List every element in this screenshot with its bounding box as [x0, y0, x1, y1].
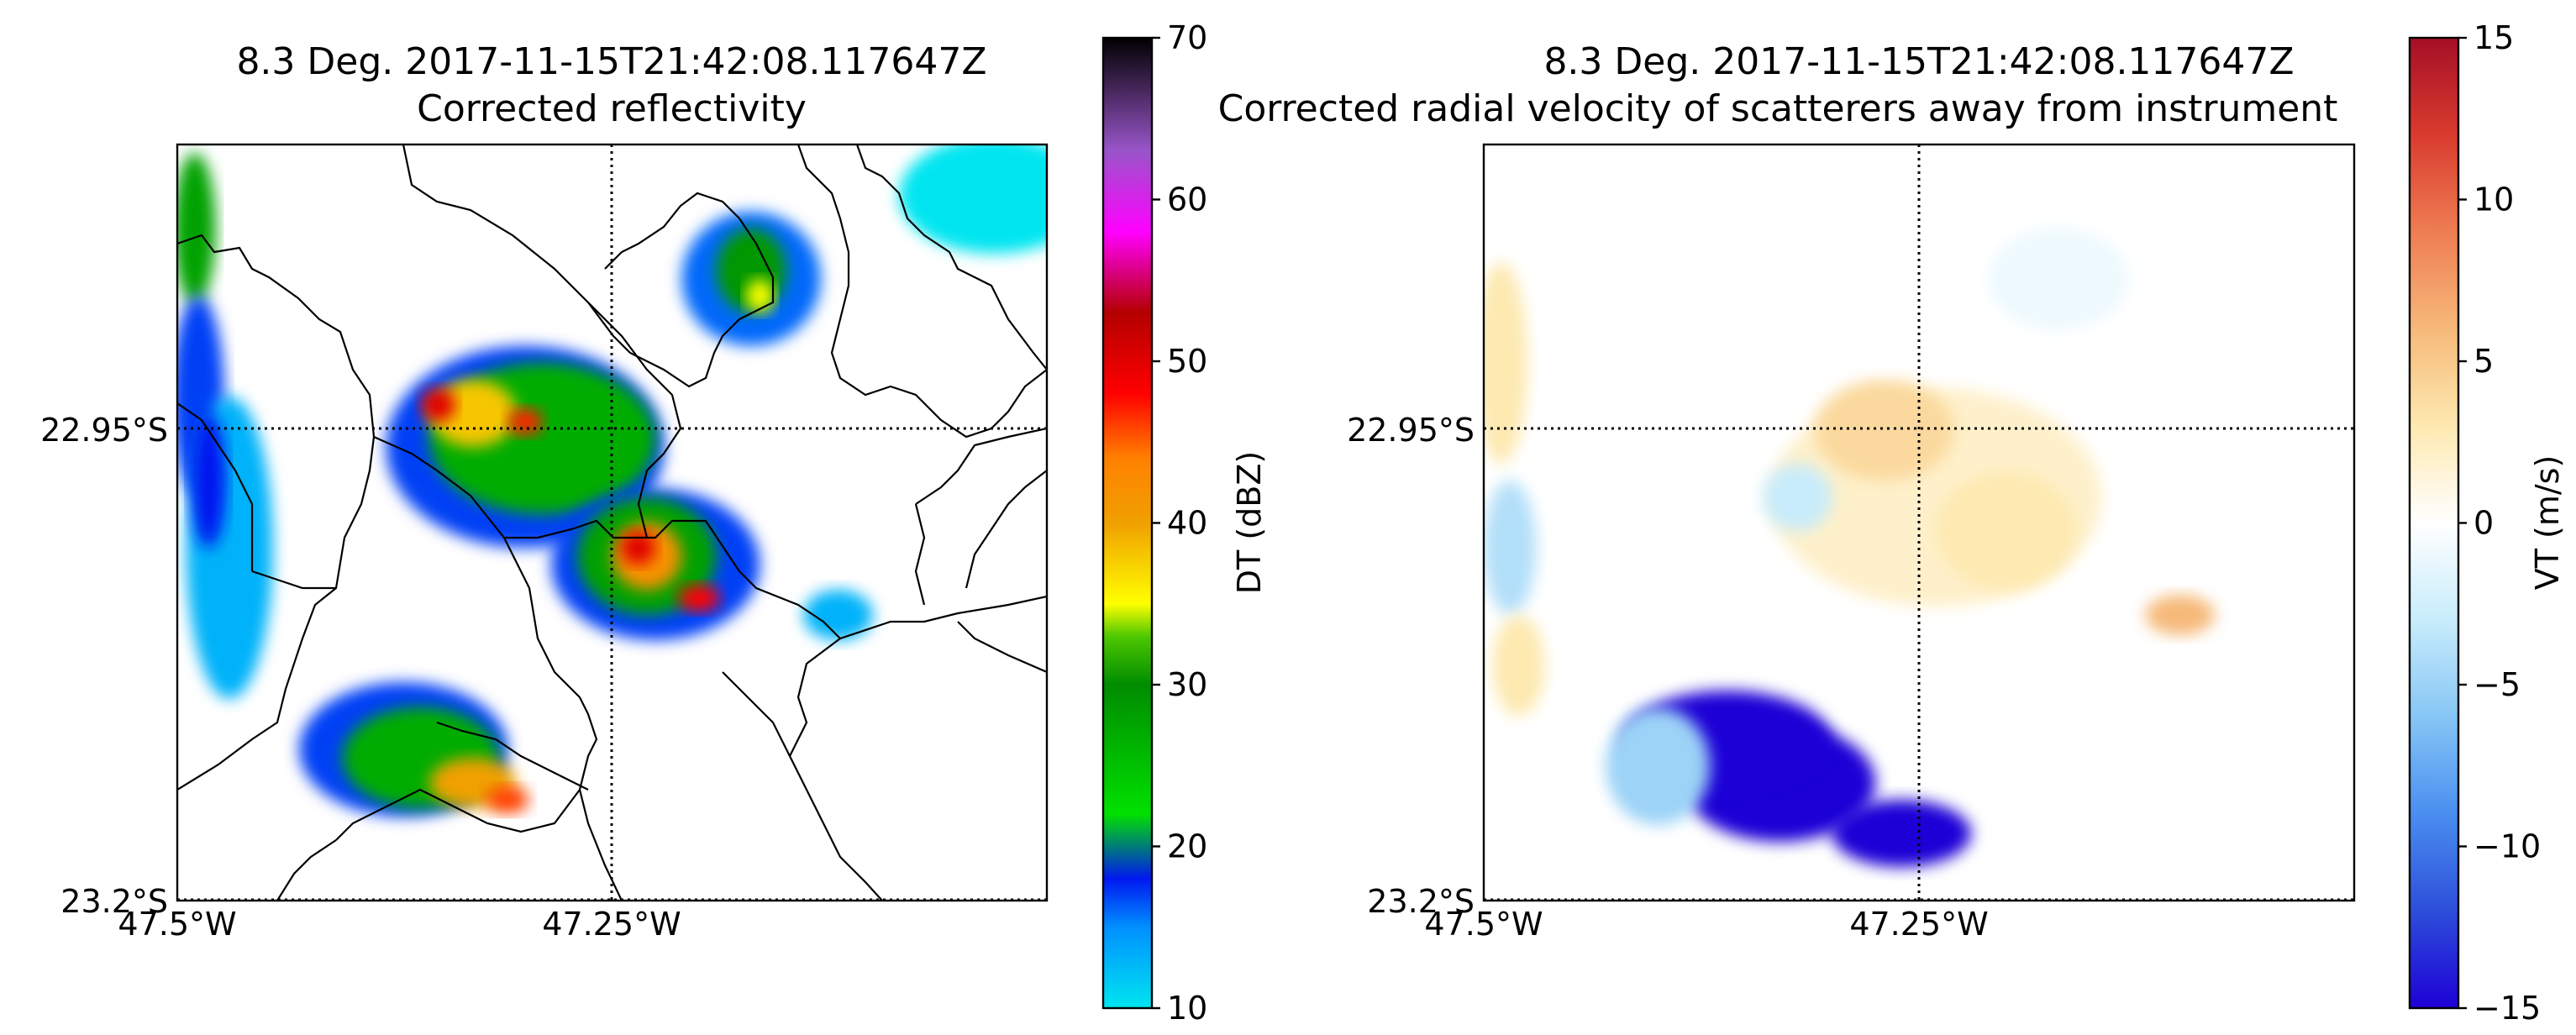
colorbar-tick-label: −15 [2473, 990, 2541, 1027]
border-line [402, 144, 682, 539]
panel-reflectivity-title: 8.3 Deg. 2017-11-15T21:42:08.117647Z [236, 40, 986, 83]
echo-cell [1606, 707, 1711, 825]
colorbar-tick-label: −10 [2473, 828, 2541, 865]
reflectivity-colorbar: 10 20 30 40 50 60 70 DT (dBZ) [1101, 19, 1268, 1027]
border-line [335, 788, 581, 841]
colorbar-tick-label: 30 [1167, 666, 1207, 703]
border-line [251, 570, 336, 590]
panel-reflectivity-subtitle: Corrected reflectivity [417, 87, 807, 130]
echo-cell [1484, 262, 1527, 464]
echo-cell [486, 786, 529, 813]
y-tick-label: 23.2°S [1367, 883, 1475, 920]
colorbar-gradient [1101, 36, 1154, 1010]
border-line [578, 696, 623, 901]
border-line [276, 839, 337, 901]
velocity-colorbar: −15 −10 −5 0 5 10 15 VT (m/s) [2408, 19, 2566, 1027]
velocity-echo-layer [1484, 229, 2216, 867]
colorbar-tick-label: 0 [2473, 505, 2494, 542]
border-line [915, 427, 1047, 505]
panel-reflectivity-frame [176, 143, 1049, 902]
x-tick-label: 47.5°W [118, 906, 236, 943]
echo-cell [1988, 229, 2128, 329]
colorbar-tick-label: 50 [1167, 343, 1207, 380]
border-line [722, 671, 791, 757]
border-line [604, 192, 775, 388]
border-line [957, 621, 1047, 674]
border-line [855, 144, 1047, 370]
border-line [587, 302, 631, 354]
echo-cell [803, 590, 873, 640]
echo-cell [899, 144, 1047, 254]
colorbar-tick-label: 20 [1167, 828, 1207, 865]
x-tick-label: 47.25°W [1849, 906, 1988, 943]
border-line [504, 519, 1047, 640]
colorbar-tick-label: 15 [2473, 19, 2514, 56]
echo-cell [191, 413, 226, 548]
colorbar-tick-label: 5 [2473, 343, 2494, 380]
colorbar-tick-label: 70 [1167, 19, 1207, 56]
colorbar-tick-label: 40 [1167, 505, 1207, 542]
reflectivity-borders [177, 144, 1047, 901]
x-tick-label: 47.5°W [1424, 906, 1543, 943]
echo-cell [1762, 464, 1832, 531]
colorbar-tick-label: 10 [2473, 181, 2514, 218]
echo-cell [620, 531, 656, 565]
border-line [914, 503, 926, 606]
x-tick-label: 47.25°W [542, 906, 681, 943]
echo-cell [745, 279, 775, 313]
border-line [788, 638, 883, 901]
panel-velocity-title: 8.3 Deg. 2017-11-15T21:42:08.117647Z [1543, 40, 2294, 83]
panel-velocity-subtitle: Corrected radial velocity of scatterers … [1218, 87, 2338, 130]
colorbar-label: VT (m/s) [2529, 455, 2566, 591]
echo-cell [1484, 481, 1537, 615]
y-tick-label: 22.95°S [1347, 412, 1475, 449]
border-line [796, 144, 1047, 439]
panel-velocity: 8.3 Deg. 2017-11-15T21:42:08.117647Z [1218, 19, 2566, 1027]
echo-cell [420, 388, 456, 422]
echo-cell [1936, 472, 2076, 590]
colorbar-ticks: 10 20 30 40 50 60 70 [1152, 19, 1207, 1027]
echo-cell [1492, 615, 1545, 716]
border-line [965, 470, 1047, 589]
border-line [177, 402, 254, 571]
echo-cell [1832, 800, 1972, 867]
y-tick-label: 22.95°S [40, 412, 168, 449]
echo-cell [507, 408, 543, 435]
border-line [436, 721, 589, 791]
panel-velocity-frame [1482, 143, 2356, 902]
border-line [177, 234, 376, 438]
echo-cell [678, 585, 720, 612]
colorbar-tick-label: −5 [2473, 666, 2521, 703]
panel-reflectivity: 8.3 Deg. 2017-11-15T21:42:08.117647Z Cor… [40, 19, 1268, 1027]
colorbar-ticks: −15 −10 −5 0 5 10 15 [2458, 19, 2541, 1027]
colorbar-gradient [2408, 36, 2460, 1010]
colorbar-tick-label: 60 [1167, 181, 1207, 218]
echo-cell [2145, 595, 2216, 635]
colorbar-tick-label: 10 [1167, 990, 1207, 1027]
y-tick-label: 23.2°S [60, 883, 168, 920]
echo-cell [177, 153, 216, 304]
reflectivity-echo-layer [177, 144, 1047, 817]
echo-cell [1814, 380, 1954, 481]
colorbar-label: DT (dBZ) [1231, 451, 1268, 594]
border-line [177, 436, 376, 791]
